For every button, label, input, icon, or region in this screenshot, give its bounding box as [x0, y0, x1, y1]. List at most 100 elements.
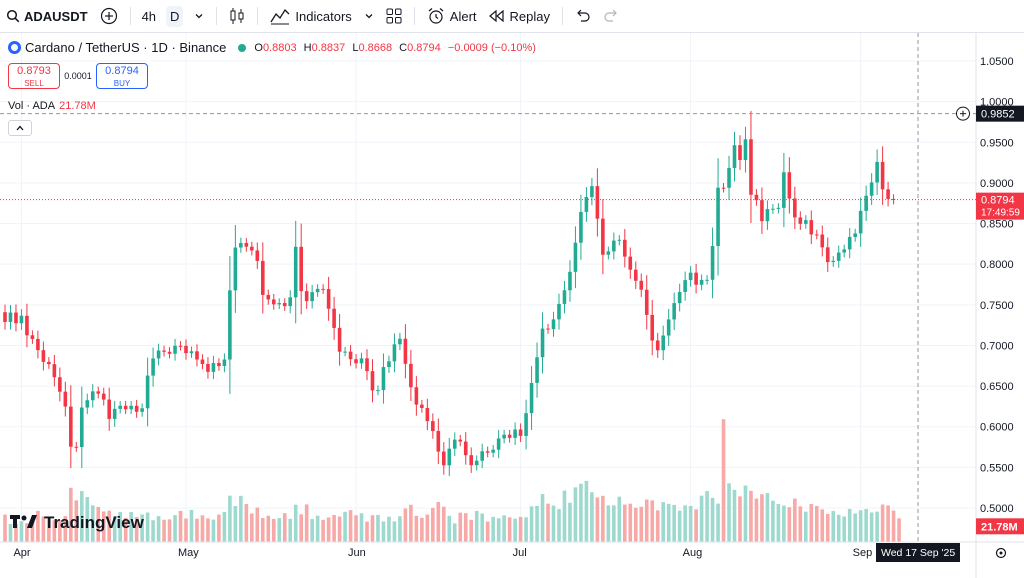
interval-4h[interactable]: 4h [137, 0, 161, 32]
candle-body [64, 392, 68, 407]
candle-body [799, 217, 803, 223]
candle-body [491, 450, 495, 453]
candle-body [349, 352, 353, 360]
candle-body [519, 429, 523, 435]
volume-bar [557, 509, 561, 542]
candle-body [535, 357, 539, 383]
candle-body [261, 261, 265, 295]
alert-button[interactable]: Alert [421, 0, 483, 32]
candle-body [173, 346, 177, 354]
candle-body [162, 350, 166, 351]
candle-body [453, 440, 457, 449]
volume-bar [585, 481, 589, 542]
volume-bar [727, 483, 731, 542]
volume-bar [705, 491, 709, 542]
volume-bar [447, 516, 451, 542]
toolbar-divider [130, 7, 131, 25]
candle-body [431, 421, 435, 431]
candle-body [80, 408, 84, 447]
volume-bar [820, 509, 824, 542]
volume-bar [332, 515, 336, 542]
price-chart[interactable]: 1.0500 1.0000 0.9500 0.9000 0.8500 0.8000 0.75… [0, 33, 1024, 578]
candle-body [469, 455, 473, 465]
volume-bar [601, 496, 605, 542]
candle-body [146, 376, 150, 409]
volume-bar [639, 507, 643, 542]
compare-button[interactable] [94, 0, 124, 32]
candle-body [393, 344, 397, 361]
candle-body [234, 248, 238, 291]
volume-bar [892, 511, 896, 542]
volume-bar [376, 515, 380, 542]
candle-body [579, 212, 583, 243]
undo-button[interactable] [569, 0, 597, 32]
crosshair-price-label: 0.9852 [981, 109, 1015, 121]
candle-body [157, 350, 161, 358]
candle-body [645, 290, 649, 315]
volume-bar [716, 504, 720, 542]
replay-button[interactable]: Replay [483, 0, 556, 32]
candle-body [404, 339, 408, 364]
candle-body [596, 186, 600, 219]
chevron-up-icon [15, 124, 25, 132]
volume-bar [749, 491, 753, 542]
redo-button[interactable] [597, 0, 625, 32]
price-axis-label: 0.5500 [980, 462, 1014, 474]
candle-body [464, 442, 468, 456]
volume-bar [184, 519, 188, 542]
candle-body [217, 363, 221, 366]
volume-bar [683, 505, 687, 542]
volume-bar [771, 501, 775, 542]
volume-bar [299, 514, 303, 542]
volume-bar [228, 496, 232, 542]
volume-bar [239, 496, 243, 542]
symbol-search[interactable]: ADAUSDT [0, 0, 94, 32]
indicators-button[interactable]: Indicators [264, 0, 357, 32]
volume-bar [513, 519, 517, 542]
volume-bar [404, 509, 408, 542]
candle-body [623, 240, 627, 257]
candle-body [716, 188, 720, 246]
volume-bar [371, 515, 375, 542]
volume-bar [755, 499, 759, 542]
volume-bar [453, 523, 457, 542]
sell-label: SELL [9, 78, 59, 89]
candle-body [338, 328, 342, 352]
sell-price: 0.8793 [9, 65, 59, 78]
volume-bar [480, 514, 484, 542]
high-label: H [304, 42, 312, 54]
price-axis-label: 1.0500 [980, 56, 1014, 68]
volume-bar [321, 520, 325, 542]
interval-dropdown[interactable] [188, 0, 210, 32]
candles-icon [229, 7, 245, 25]
candle-body [634, 270, 638, 281]
candle-body [727, 168, 731, 188]
price-axis-label: 0.7000 [980, 340, 1014, 352]
close-value: 0.8794 [407, 42, 441, 54]
candle-body [437, 431, 441, 452]
time-axis-label: Aug [683, 547, 703, 559]
candle-body [486, 451, 490, 452]
interval-d[interactable]: D [161, 0, 188, 32]
volume-bar [201, 515, 205, 542]
volume-bar [661, 502, 665, 542]
candle-body [612, 241, 616, 252]
layouts-button[interactable] [380, 0, 408, 32]
volume-bar [799, 506, 803, 542]
spread-value: 0.0001 [60, 71, 96, 81]
volume-bar [612, 505, 616, 542]
candle-body [848, 237, 852, 249]
volume-bar [387, 517, 391, 542]
candle-body [672, 303, 676, 319]
buy-button[interactable]: 0.8794 BUY [96, 63, 148, 89]
candle-body [788, 172, 792, 198]
collapse-legend-button[interactable] [8, 120, 32, 136]
volume-bar [250, 514, 254, 542]
chart-type-button[interactable] [223, 0, 251, 32]
volume-bar [491, 517, 495, 542]
price-axis-label: 0.6500 [980, 381, 1014, 393]
volume-bar [777, 504, 781, 542]
volume-bar [502, 515, 506, 542]
indicators-dropdown[interactable] [358, 0, 380, 32]
sell-button[interactable]: 0.8793 SELL [8, 63, 60, 89]
